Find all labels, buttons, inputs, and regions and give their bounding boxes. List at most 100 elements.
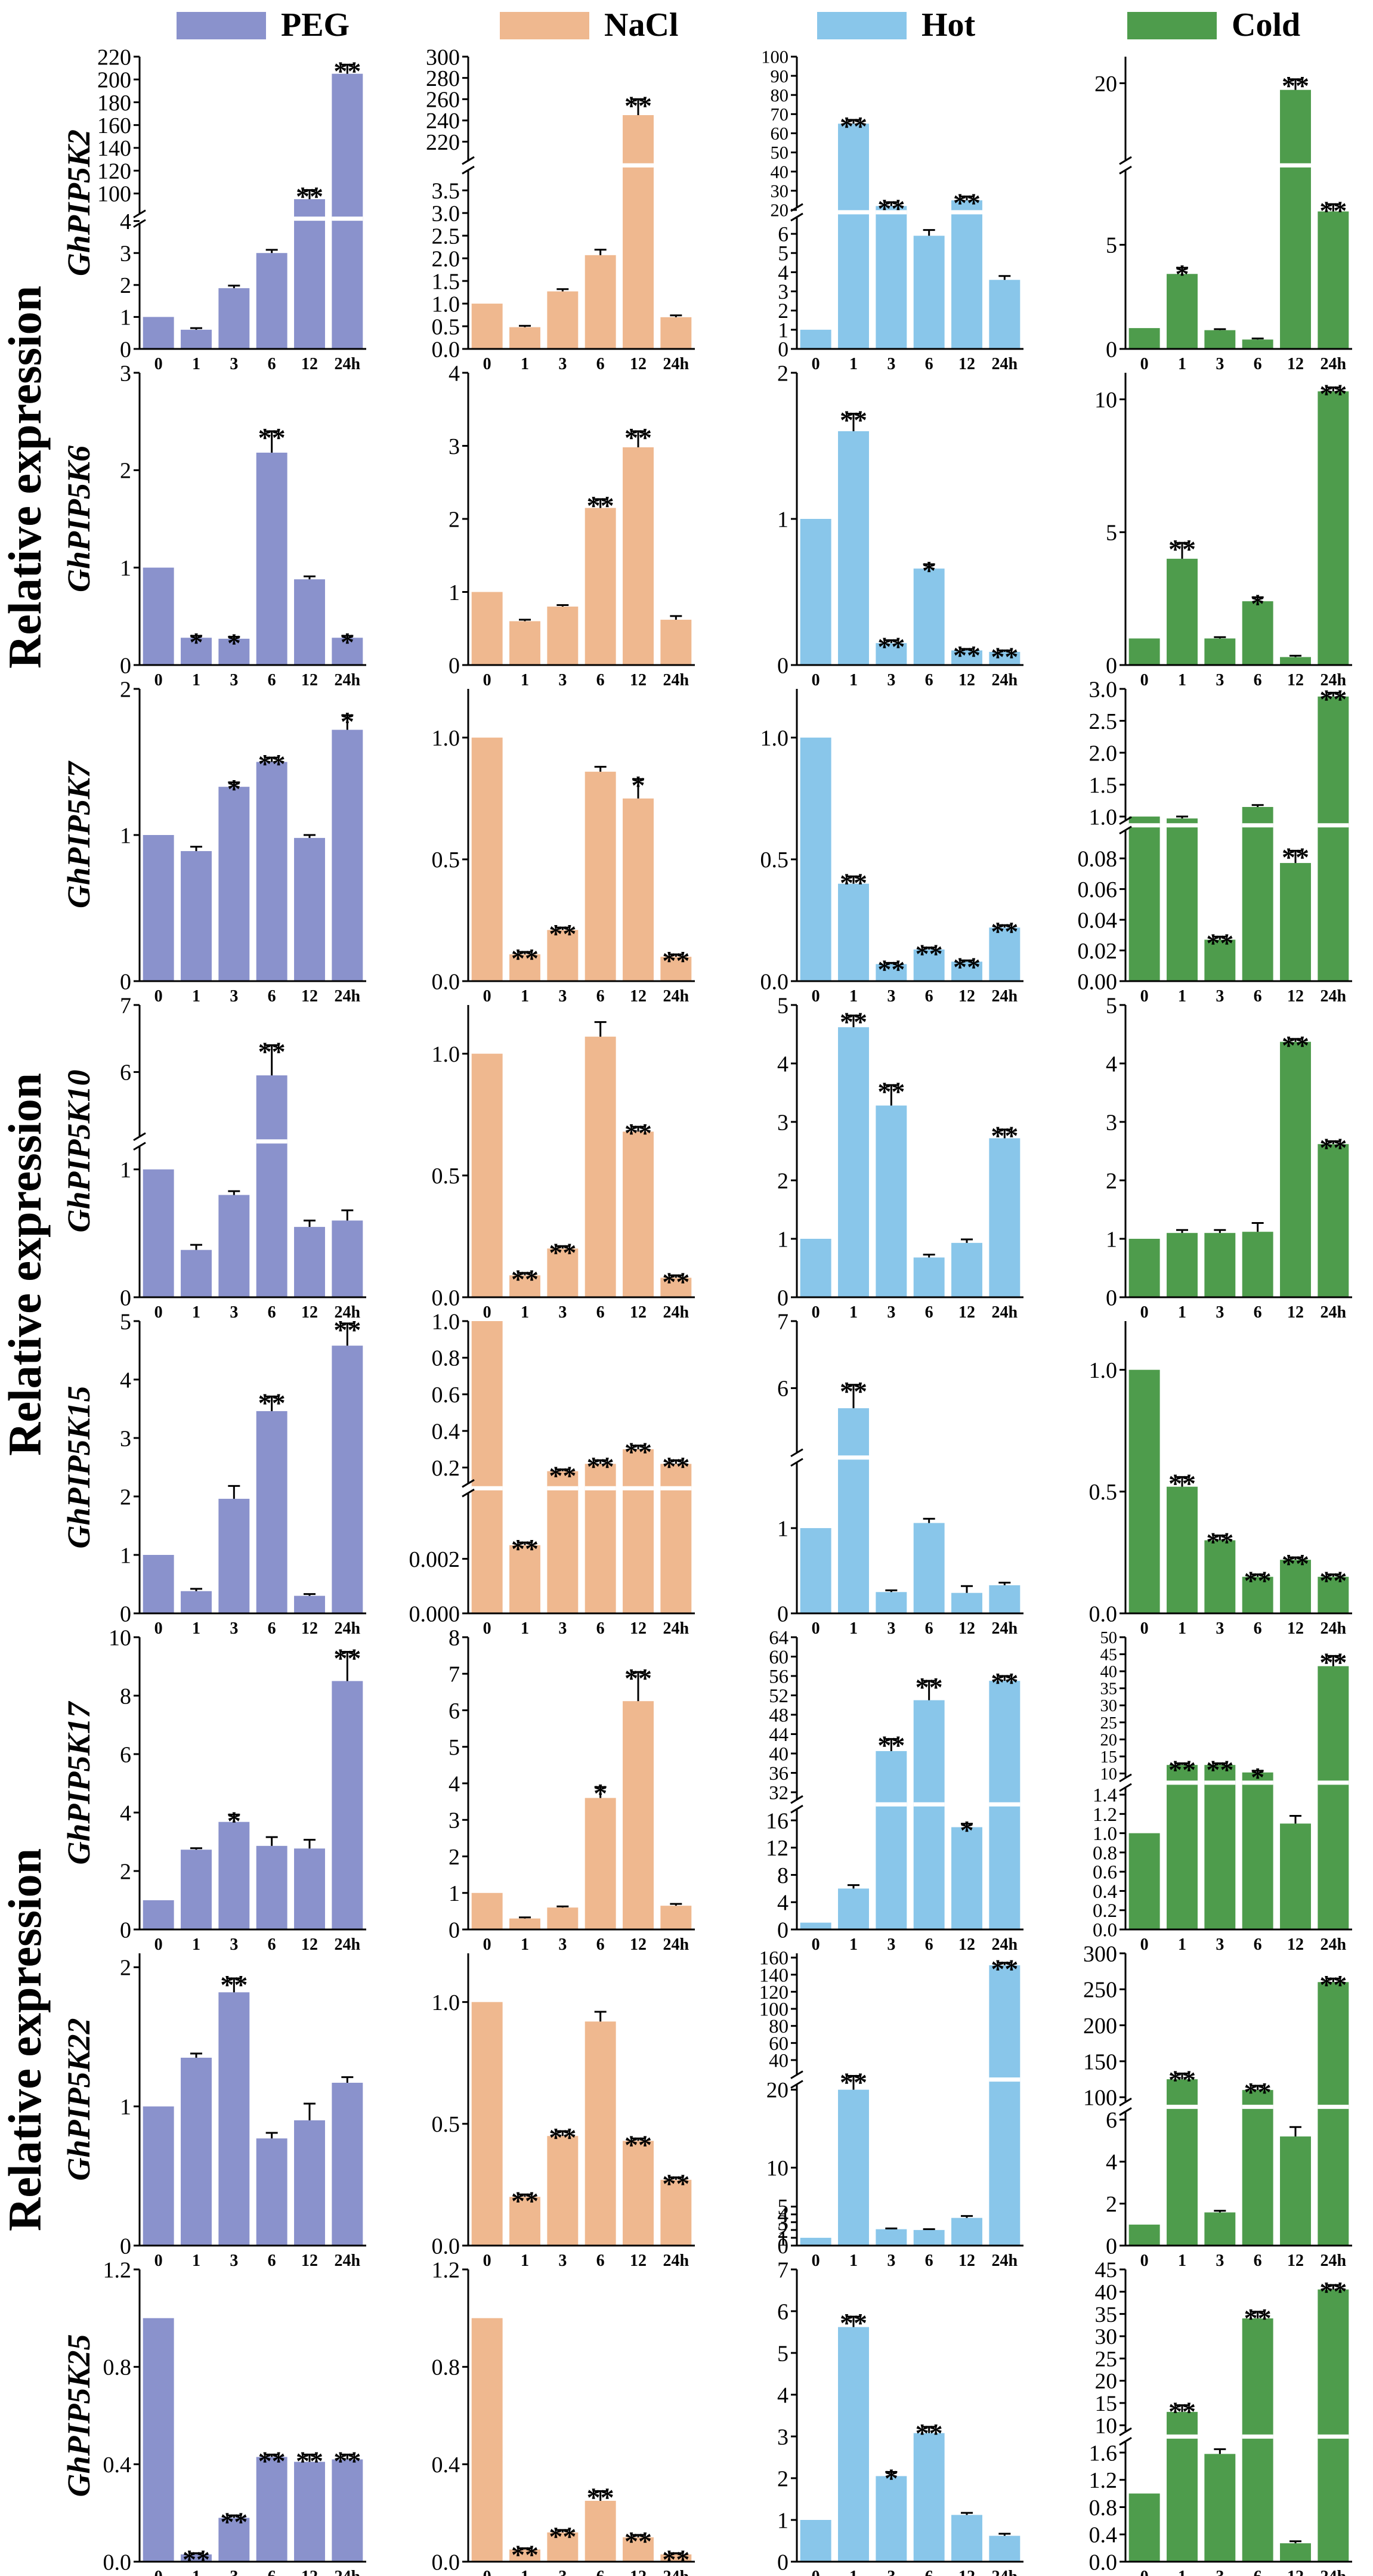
y-tick-label-ghpip5k25-cold: 45: [1095, 2258, 1117, 2283]
x-tick-label-ghpip5k17-nacl: 0: [483, 1935, 491, 1954]
y-tick-label-ghpip5k17-hot: 52: [769, 1686, 788, 1707]
bar-ghpip5k22-nacl-1: [509, 2197, 540, 2246]
bar-ghpip5k15-peg-24h: [332, 1346, 363, 1613]
bar-ghpip5k17-hot-6: [913, 1700, 945, 1929]
x-tick-label-ghpip5k25-hot: 1: [849, 2568, 858, 2576]
bar-ghpip5k25-hot-6: [913, 2433, 945, 2562]
x-tick-label-ghpip5k7-peg: 0: [154, 987, 163, 1006]
x-tick-label-ghpip5k22-hot: 24h: [992, 2252, 1018, 2270]
bar-ghpip5k25-cold-1: [1167, 2411, 1198, 2562]
bar-ghpip5k22-cold-0: [1128, 2224, 1160, 2246]
y-tick-label-ghpip5k7-cold: 0.04: [1078, 908, 1118, 933]
x-tick-label-ghpip5k22-hot: 0: [812, 2252, 820, 2270]
sig-ghpip5k25-nacl-12: **: [624, 2526, 652, 2556]
axis-break-mark-ghpip5k2-cold: [1119, 156, 1132, 165]
y-tick-label-ghpip5k2-cold: 20: [1094, 72, 1117, 97]
legend-swatch-cold: [1127, 12, 1217, 39]
sig-ghpip5k25-cold-6: **: [1244, 2303, 1272, 2333]
x-tick-label-ghpip5k15-hot: 12: [958, 1619, 975, 1638]
x-tick-label-ghpip5k7-hot: 6: [925, 987, 933, 1006]
bar-ghpip5k2-cold-24h: [1318, 211, 1349, 349]
sig-ghpip5k22-cold-24h: **: [1319, 1969, 1347, 2000]
bar-ghpip5k17-cold-24h: [1318, 1666, 1349, 1929]
bar-ghpip5k22-nacl-24h: [660, 2179, 692, 2246]
sig-ghpip5k25-nacl-24h: **: [662, 2544, 689, 2575]
x-tick-label-ghpip5k2-cold: 12: [1287, 355, 1304, 373]
sig-ghpip5k25-peg-3: **: [220, 2506, 248, 2537]
bar-ghpip5k22-cold-1: [1167, 2079, 1198, 2246]
y-tick-label-ghpip5k25-cold: 20: [1095, 2370, 1117, 2394]
x-tick-label-ghpip5k22-nacl: 0: [483, 2252, 491, 2270]
bar-ghpip5k17-nacl-0: [471, 1892, 503, 1929]
bar-ghpip5k15-cold-1: [1167, 1486, 1198, 1613]
sig-ghpip5k10-nacl-24h: **: [662, 1266, 689, 1297]
bar-ghpip5k15-cold-6: [1242, 1576, 1273, 1613]
x-tick-label-ghpip5k15-hot: 3: [887, 1619, 895, 1638]
y-tick-label-ghpip5k6-nacl: 2: [449, 507, 460, 532]
x-tick-label-ghpip5k15-cold: 6: [1254, 1619, 1262, 1638]
axis-break-mark-ghpip5k10-peg: [133, 1132, 146, 1142]
x-tick-label-ghpip5k17-nacl: 24h: [663, 1935, 689, 1954]
y-tick-label-ghpip5k10-hot: 2: [777, 1168, 788, 1193]
x-tick-label-ghpip5k25-peg: 6: [268, 2568, 276, 2576]
axis-break-mark-ghpip5k15-hot: [790, 1448, 803, 1458]
y-tick-label-ghpip5k2-nacl: 300: [426, 45, 460, 70]
x-tick-label-ghpip5k10-hot: 12: [958, 1303, 975, 1322]
y-tick-label-ghpip5k22-cold: 4: [1106, 2150, 1117, 2175]
bar-ghpip5k15-peg-0: [143, 1555, 174, 1613]
x-tick-label-ghpip5k15-peg: 24h: [335, 1619, 361, 1638]
sig-ghpip5k6-hot-6: *: [922, 555, 936, 586]
y-tick-label-ghpip5k25-peg: 0.0: [103, 2550, 132, 2575]
sig-ghpip5k17-peg-3: *: [227, 1805, 241, 1836]
x-tick-label-ghpip5k25-nacl: 12: [630, 2568, 647, 2576]
sig-ghpip5k22-nacl-24h: **: [662, 2169, 689, 2199]
y-tick-label-ghpip5k25-cold: 25: [1095, 2347, 1117, 2371]
y-tick-label-ghpip5k2-peg: 2: [120, 273, 131, 298]
x-tick-label-ghpip5k10-nacl: 0: [483, 1303, 491, 1322]
bar-ghpip5k22-nacl-12: [623, 2141, 654, 2246]
x-tick-label-ghpip5k10-cold: 24h: [1321, 1303, 1347, 1322]
y-tick-label-ghpip5k15-peg: 3: [120, 1426, 131, 1451]
y-tick-label-ghpip5k25-cold: 40: [1095, 2280, 1117, 2305]
bar-ghpip5k10-cold-6: [1242, 1232, 1273, 1297]
y-tick-label-ghpip5k2-hot: 80: [771, 85, 789, 106]
x-tick-label-ghpip5k17-cold: 1: [1178, 1935, 1186, 1954]
y-tick-label-ghpip5k15-peg: 1: [120, 1543, 131, 1568]
x-tick-label-ghpip5k6-hot: 12: [958, 671, 975, 689]
sig-ghpip5k15-cold-3: **: [1206, 1526, 1233, 1557]
y-tick-label-ghpip5k17-cold: 30: [1100, 1697, 1117, 1715]
x-tick-label-ghpip5k6-peg: 1: [192, 671, 200, 689]
bar-ghpip5k15-hot-1: [838, 1408, 869, 1613]
x-tick-label-ghpip5k6-nacl: 3: [558, 671, 567, 689]
sig-ghpip5k25-nacl-1: **: [511, 2540, 539, 2570]
y-tick-label-ghpip5k7-peg: 2: [120, 677, 131, 702]
x-tick-label-ghpip5k17-hot: 12: [958, 1935, 975, 1954]
x-tick-label-ghpip5k25-nacl: 24h: [663, 2568, 689, 2576]
x-tick-label-ghpip5k2-peg: 6: [268, 355, 276, 373]
y-tick-label-ghpip5k22-hot: 80: [769, 2016, 788, 2037]
y-tick-label-ghpip5k17-cold: 0.2: [1093, 1900, 1117, 1922]
bar-ghpip5k7-peg-1: [181, 851, 212, 981]
x-tick-label-ghpip5k10-peg: 6: [268, 1303, 276, 1322]
x-tick-label-ghpip5k25-cold: 12: [1287, 2568, 1304, 2576]
y-tick-label-ghpip5k7-peg: 0: [120, 969, 131, 994]
y-tick-label-ghpip5k2-cold: 5: [1106, 233, 1117, 258]
bar-ghpip5k15-hot-12: [951, 1592, 982, 1613]
bar-ghpip5k17-nacl-1: [509, 1918, 540, 1929]
x-tick-label-ghpip5k6-cold: 12: [1287, 671, 1304, 689]
y-tick-label-ghpip5k22-cold: 100: [1083, 2086, 1117, 2111]
x-tick-label-ghpip5k10-peg: 12: [301, 1303, 318, 1322]
x-tick-label-ghpip5k10-hot: 0: [812, 1303, 820, 1322]
y-tick-label-ghpip5k6-hot: 2: [777, 361, 788, 386]
bar-ghpip5k10-hot-24h: [989, 1138, 1021, 1297]
bar-ghpip5k22-hot-1: [838, 2089, 869, 2246]
bar-ghpip5k2-cold-1: [1167, 274, 1198, 349]
x-tick-label-ghpip5k22-cold: 0: [1140, 2252, 1149, 2270]
y-tick-label-ghpip5k25-cold: 15: [1095, 2392, 1117, 2416]
x-tick-label-ghpip5k7-peg: 12: [301, 987, 318, 1006]
bar-ghpip5k17-hot-0: [800, 1922, 831, 1929]
x-tick-label-ghpip5k25-cold: 0: [1140, 2568, 1149, 2576]
